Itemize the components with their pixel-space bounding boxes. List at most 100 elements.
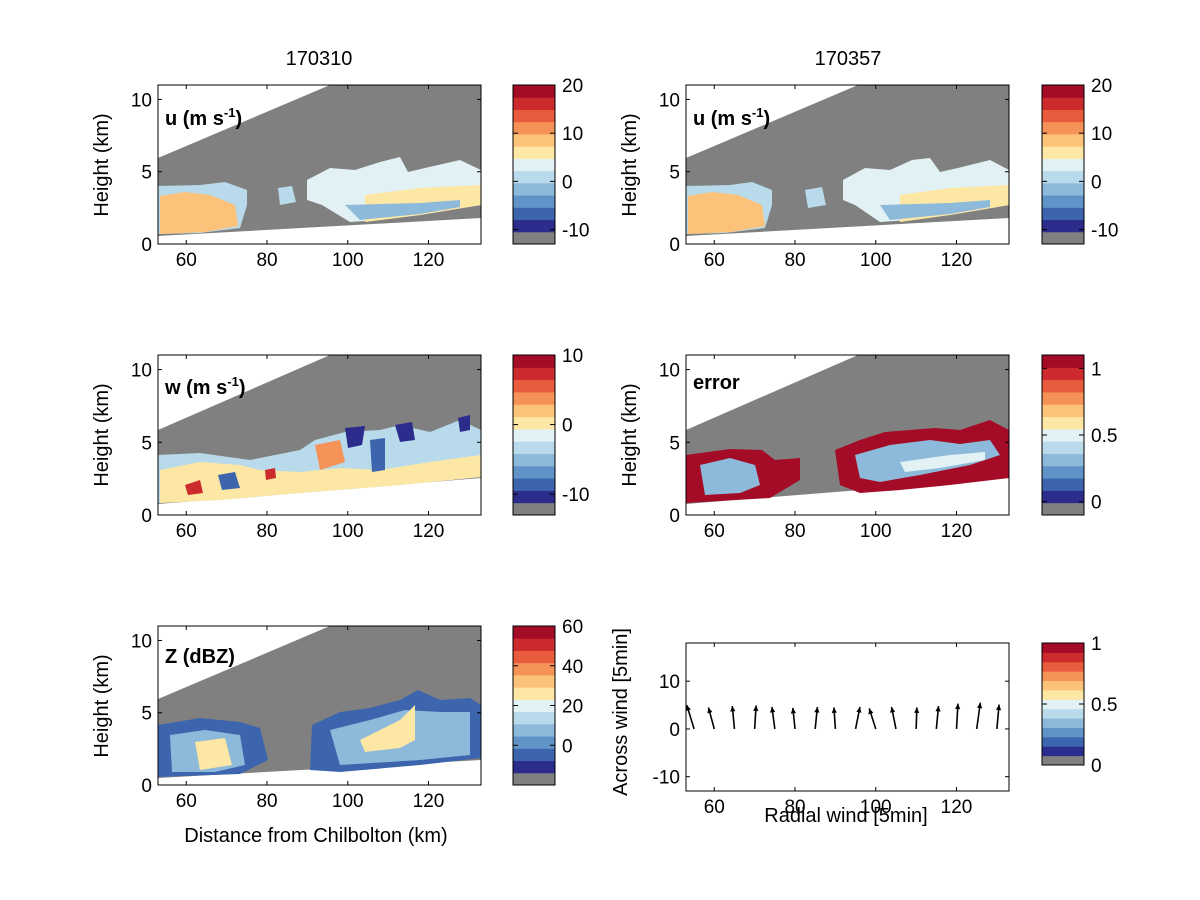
colorbar-segment [513, 416, 555, 430]
wind-arrow [790, 707, 796, 730]
colorbar-segment [513, 231, 555, 244]
colorbar-segment [1042, 207, 1084, 221]
colorbar-segment [513, 760, 555, 774]
colorbar-segment [513, 85, 555, 98]
echo-w-updraft-2 [265, 468, 276, 480]
colorbar-p3: -10 0 10 [512, 346, 589, 516]
colorbar-segment [513, 465, 555, 479]
colorbar-frame [512, 84, 556, 245]
colorbar-segment [1042, 689, 1084, 700]
x-tick-label: 80 [784, 521, 805, 542]
ylabel-wind: Across wind [5min] [610, 628, 632, 796]
y-tick-label: 0 [669, 720, 680, 741]
colorbar-tick-label: -10 [562, 221, 589, 242]
y-tick-label: 0 [141, 506, 152, 527]
panel-error [686, 355, 1009, 515]
colorbar-tick-label: 40 [562, 657, 583, 678]
colorbar-segment [513, 207, 555, 221]
colorbar-tick-label: 20 [562, 76, 583, 97]
colorbar-tick-label: 20 [1091, 76, 1112, 97]
colorbar-segment [1042, 121, 1084, 135]
colorbar-segment [513, 772, 555, 785]
colorbar-tick-label: 0 [562, 172, 573, 193]
colorbar-tick-label: 0 [1091, 172, 1102, 193]
echo-u2-region-2 [805, 187, 826, 208]
wind-arrow [890, 706, 897, 730]
colorbar-frame [512, 354, 556, 516]
y-tick-label: 5 [669, 433, 680, 454]
colorbar-segment [513, 109, 555, 123]
colorbar-p2: -10 0 10 20 [1041, 76, 1118, 245]
colorbar-segment [513, 736, 555, 749]
colorbar-segment [513, 158, 555, 172]
wind-arrow [914, 707, 920, 729]
axes-frame-wind [685, 642, 1010, 792]
ylabel-w: Height (km) [91, 383, 113, 486]
y-tick-label: 5 [141, 433, 152, 454]
echo-w-updraft-band [160, 455, 481, 503]
x-tick-label: 80 [784, 797, 805, 818]
panel-label-w: w (m s-1) [164, 374, 245, 399]
x-tick-label: 60 [704, 521, 725, 542]
colorbar-segment [1042, 708, 1084, 719]
x-tick-label: 60 [704, 250, 725, 271]
wind-arrow [854, 706, 862, 730]
colorbar-segment [513, 638, 555, 651]
y-tick-label: 10 [659, 672, 680, 693]
axes-frame-w [157, 354, 482, 516]
wind-arrow [955, 703, 961, 729]
colorbar-segment [513, 428, 555, 442]
echo-w-updraft-1 [185, 480, 203, 495]
colorbar-segment [513, 626, 555, 639]
ylabel-reflectivity: Height (km) [91, 654, 113, 757]
colorbar-segment [1042, 727, 1084, 738]
x-tick-label: 120 [941, 250, 973, 271]
colorbar-segment [1042, 133, 1084, 147]
ylabel-error: Height (km) [619, 383, 641, 486]
colorbar-segment [1042, 85, 1084, 98]
colorbar-tick-label: 0.5 [1091, 426, 1117, 447]
panel-u-right [686, 85, 1009, 244]
colorbar-segment [1042, 643, 1084, 653]
colorbar-tick-label: -10 [562, 485, 589, 506]
x-tick-label: 120 [413, 791, 445, 812]
wind-arrow [770, 706, 776, 730]
colorbar-segment [513, 453, 555, 467]
x-tick-label: 100 [332, 250, 364, 271]
colorbar-tick-label: 1 [1091, 634, 1102, 655]
colorbar-segment [1042, 699, 1084, 710]
colorbar-tick-label: 20 [562, 697, 583, 718]
echo-w-downdraft-1 [345, 426, 365, 448]
colorbar-segment [513, 502, 555, 515]
colorbar-segment [1042, 465, 1084, 479]
y-tick-label: 5 [669, 163, 680, 184]
colorbar-tick-label: 0 [1091, 493, 1102, 514]
colorbar-segment [1042, 453, 1084, 467]
colorbar-tick-label: 1 [1091, 359, 1102, 380]
panel-wind [685, 642, 1010, 792]
y-tick-label: 10 [659, 361, 680, 382]
colorbar-segment [513, 391, 555, 405]
x-tick-label: 80 [256, 250, 277, 271]
colorbar-segment [1042, 718, 1084, 728]
xlabel-wind: Radial wind [5min] [764, 805, 927, 827]
axes-frame-u-right [685, 84, 1010, 245]
colorbar-p6: 00.51 [1041, 634, 1117, 777]
colorbar-segment [1042, 231, 1084, 244]
wind-arrow [995, 704, 1002, 730]
echo-w-downdraft-4 [218, 472, 240, 490]
y-tick-label: 10 [131, 631, 152, 652]
colorbar-segment [1042, 441, 1084, 454]
colorbar-segment [1042, 661, 1084, 672]
colorbar-segment [1042, 404, 1084, 418]
panel-w [158, 355, 481, 515]
x-tick-label: 100 [860, 521, 892, 542]
colorbar-tick-label: 10 [562, 346, 583, 367]
x-tick-label: 60 [176, 791, 197, 812]
colorbar-segment [1042, 146, 1084, 159]
colorbar-segment [513, 195, 555, 208]
colorbar-segment [513, 219, 555, 233]
colorbar-tick-label: 60 [562, 617, 583, 638]
